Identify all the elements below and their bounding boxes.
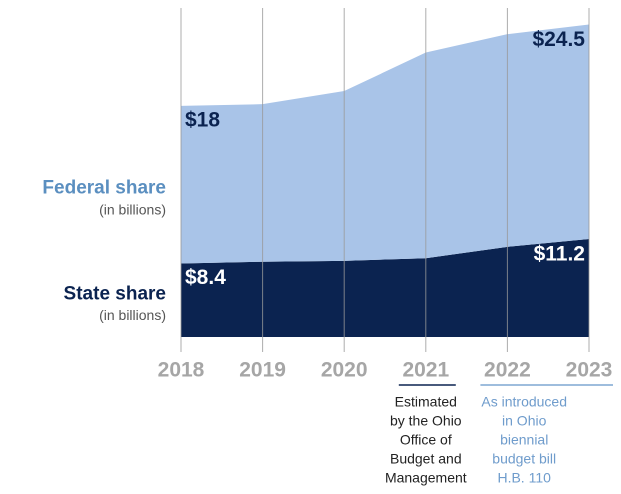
legend-label: State share [64, 283, 166, 304]
legend-unit: (in billions) [99, 201, 166, 217]
value-label: $11.2 [534, 243, 585, 266]
annotation-text: H.B. 110 [497, 470, 551, 486]
x-tick-label: 2023 [566, 359, 613, 382]
annotation-text: Estimated [395, 394, 457, 410]
annotation-text: budget bill [492, 451, 556, 467]
x-tick-label: 2022 [484, 359, 531, 382]
area [181, 24, 589, 264]
value-label: $8.4 [185, 266, 226, 289]
legend-unit: (in billions) [99, 307, 166, 323]
x-tick-label: 2021 [402, 359, 449, 382]
x-tick-label: 2020 [321, 359, 368, 382]
area [181, 238, 589, 337]
annotation-text: Office of [400, 432, 452, 448]
value-label: $18 [185, 108, 220, 131]
annotation-text: by the Ohio [390, 413, 462, 429]
value-label: $24.5 [532, 28, 585, 51]
annotation-text: Management [385, 470, 467, 486]
annotation-text: As introduced [481, 394, 567, 410]
x-tick-label: 2018 [158, 359, 205, 382]
legend-label: Federal share [42, 178, 166, 199]
x-tick-label: 2019 [239, 359, 286, 382]
annotation-text: Budget and [390, 451, 462, 467]
annotation-text: in Ohio [502, 413, 547, 429]
annotation-text: biennial [500, 432, 548, 448]
